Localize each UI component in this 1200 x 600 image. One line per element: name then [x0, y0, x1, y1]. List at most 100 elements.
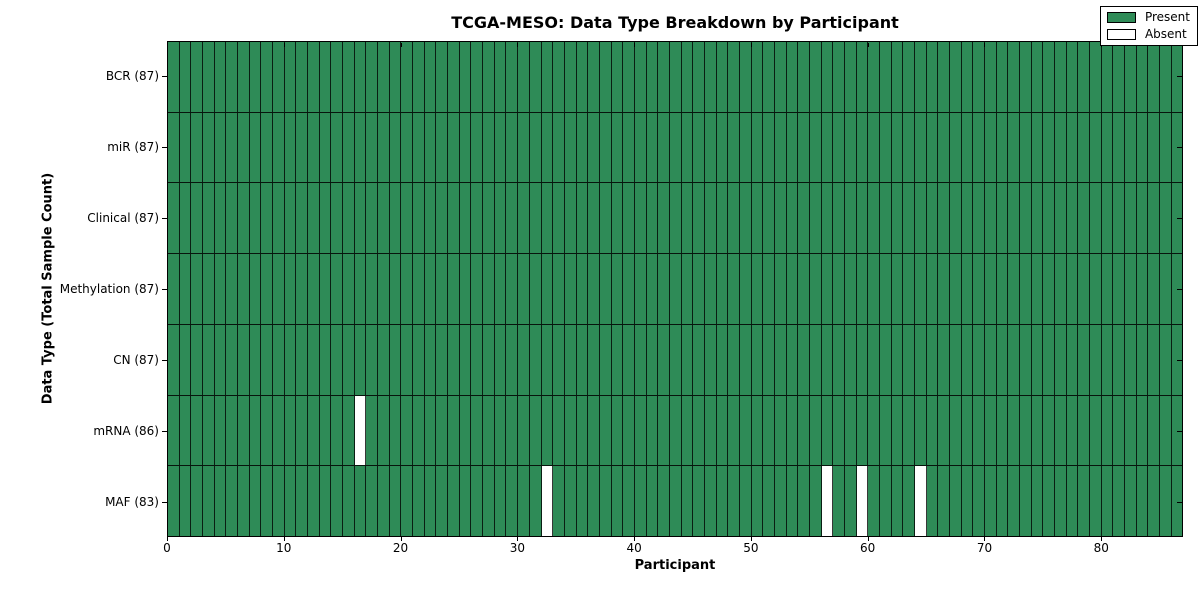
x-tick-mark [984, 42, 986, 47]
heatmap-cell-present [646, 395, 659, 466]
heatmap-cell-present [343, 42, 355, 112]
heatmap-cell-present [669, 183, 682, 254]
heatmap-cell-present [471, 324, 484, 395]
heatmap-cell-present [576, 112, 589, 183]
heatmap-cell-present [856, 183, 869, 254]
heatmap-cell-present [1148, 183, 1161, 254]
heatmap-cell-present [973, 112, 986, 183]
heatmap-cell-present [179, 395, 192, 466]
heatmap-cell-present [1043, 112, 1056, 183]
heatmap-cell-present [704, 183, 717, 254]
heatmap-cell-present [179, 254, 192, 324]
heatmap-cell-present [261, 183, 274, 254]
y-tick-label: Methylation (87) [59, 282, 159, 296]
heatmap-cell-present [1043, 395, 1056, 466]
heatmap-cell-present [308, 254, 320, 324]
heatmap-cell-present [424, 395, 437, 466]
legend-item: Absent [1106, 28, 1190, 41]
heatmap-cell-present [681, 395, 694, 466]
heatmap-cell-present [1055, 42, 1067, 112]
heatmap-cell-present [179, 183, 192, 254]
heatmap-cell-present [646, 324, 659, 395]
heatmap-cell-present [226, 42, 239, 112]
heatmap-cell-present [343, 254, 355, 324]
heatmap-cell-present [926, 466, 939, 537]
y-tick-label: BCR (87) [105, 69, 159, 84]
heatmap-cell-present [763, 466, 775, 537]
heatmap-cell-present [693, 183, 705, 254]
heatmap-cell-present [868, 466, 880, 537]
heatmap-cell-present [564, 42, 577, 112]
heatmap-cell-present [1136, 395, 1149, 466]
heatmap-cell-present [856, 395, 869, 466]
heatmap-cell-present [1125, 254, 1137, 324]
heatmap-cell-present [261, 112, 274, 183]
heatmap-cell-present [739, 42, 752, 112]
heatmap-cell-present [915, 254, 927, 324]
heatmap-cell-present [611, 324, 624, 395]
y-tick-mark [162, 147, 167, 149]
x-tick-mark [867, 42, 869, 47]
heatmap-cell-present [191, 254, 204, 324]
heatmap-cell-present [985, 324, 997, 395]
y-tick-mark [1176, 289, 1182, 290]
heatmap-cell-present [296, 112, 309, 183]
heatmap-cell-present [1020, 324, 1032, 395]
heatmap-cell-present [891, 466, 904, 537]
heatmap-cell-present [1031, 112, 1044, 183]
heatmap-cell-present [413, 466, 425, 537]
heatmap-cell-present [961, 42, 974, 112]
heatmap-cell-present [996, 254, 1009, 324]
heatmap-cell-present [168, 395, 180, 466]
heatmap-cell-present [1160, 324, 1172, 395]
heatmap-cell-present [1078, 395, 1091, 466]
heatmap-cell-present [238, 395, 250, 466]
heatmap-cell-present [191, 466, 204, 537]
heatmap-cell-present [879, 183, 892, 254]
heatmap-cell-present [576, 42, 589, 112]
heatmap-cell-present [529, 254, 542, 324]
heatmap-cell-present [693, 395, 705, 466]
heatmap-cell-present [716, 112, 729, 183]
heatmap-cell-present [459, 183, 472, 254]
heatmap-cell-present [168, 254, 180, 324]
heatmap-cell-present [576, 395, 589, 466]
heatmap-cell-present [296, 42, 309, 112]
heatmap-cell-present [856, 112, 869, 183]
heatmap-cell-present [191, 42, 204, 112]
heatmap-cell-present [786, 254, 799, 324]
heatmap-cell-present [926, 183, 939, 254]
heatmap-cell-present [751, 395, 764, 466]
heatmap-cell-present [961, 183, 974, 254]
heatmap-cell-present [389, 112, 402, 183]
heatmap-cell-present [1078, 324, 1091, 395]
heatmap-cell-present [1148, 466, 1161, 537]
heatmap-cell-present [436, 183, 449, 254]
heatmap-cell-present [1113, 112, 1126, 183]
heatmap-cell-present [1125, 324, 1137, 395]
heatmap-cell-present [833, 254, 845, 324]
heatmap-cell-present [751, 112, 764, 183]
heatmap-cell-present [634, 183, 647, 254]
heatmap-cell-present [483, 254, 495, 324]
heatmap-cell-present [1031, 254, 1044, 324]
heatmap-cell-present [599, 324, 612, 395]
heatmap-cell-present [518, 183, 530, 254]
heatmap-cell-present [576, 466, 589, 537]
y-tick-mark [1176, 430, 1182, 432]
heatmap-cell-present [343, 466, 355, 537]
heatmap-cell-present [564, 466, 577, 537]
heatmap-cell-present [249, 254, 262, 324]
heatmap-cell-present [950, 466, 962, 537]
heatmap-cell-present [378, 324, 390, 395]
heatmap-row [168, 183, 1183, 255]
x-tick-mark [400, 42, 402, 47]
heatmap-cell-present [786, 466, 799, 537]
heatmap-cell-present [553, 112, 565, 183]
heatmap-cell-present [214, 112, 227, 183]
heatmap-cell-present [938, 324, 951, 395]
heatmap-cell-present [658, 324, 670, 395]
heatmap-cell-present [681, 42, 694, 112]
heatmap-cell-present [961, 324, 974, 395]
heatmap-cell-present [518, 466, 530, 537]
